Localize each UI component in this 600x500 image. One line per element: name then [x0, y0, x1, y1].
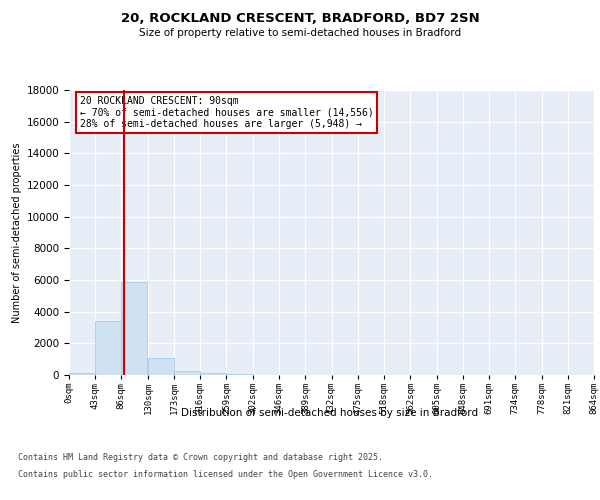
Text: 20, ROCKLAND CRESCENT, BRADFORD, BD7 2SN: 20, ROCKLAND CRESCENT, BRADFORD, BD7 2SN: [121, 12, 479, 26]
Text: Distribution of semi-detached houses by size in Bradford: Distribution of semi-detached houses by …: [181, 408, 479, 418]
Text: Contains public sector information licensed under the Open Government Licence v3: Contains public sector information licen…: [18, 470, 433, 479]
Bar: [121, 282, 148, 375]
Text: Contains HM Land Registry data © Crown copyright and database right 2025.: Contains HM Land Registry data © Crown c…: [18, 452, 383, 462]
Bar: [226, 374, 253, 375]
Bar: [174, 371, 200, 375]
Bar: [69, 372, 95, 375]
Bar: [200, 372, 226, 375]
Bar: [95, 321, 121, 375]
Y-axis label: Number of semi-detached properties: Number of semi-detached properties: [13, 142, 22, 323]
Bar: [148, 358, 174, 375]
Text: Size of property relative to semi-detached houses in Bradford: Size of property relative to semi-detach…: [139, 28, 461, 38]
Text: 20 ROCKLAND CRESCENT: 90sqm
← 70% of semi-detached houses are smaller (14,556)
2: 20 ROCKLAND CRESCENT: 90sqm ← 70% of sem…: [79, 96, 373, 129]
